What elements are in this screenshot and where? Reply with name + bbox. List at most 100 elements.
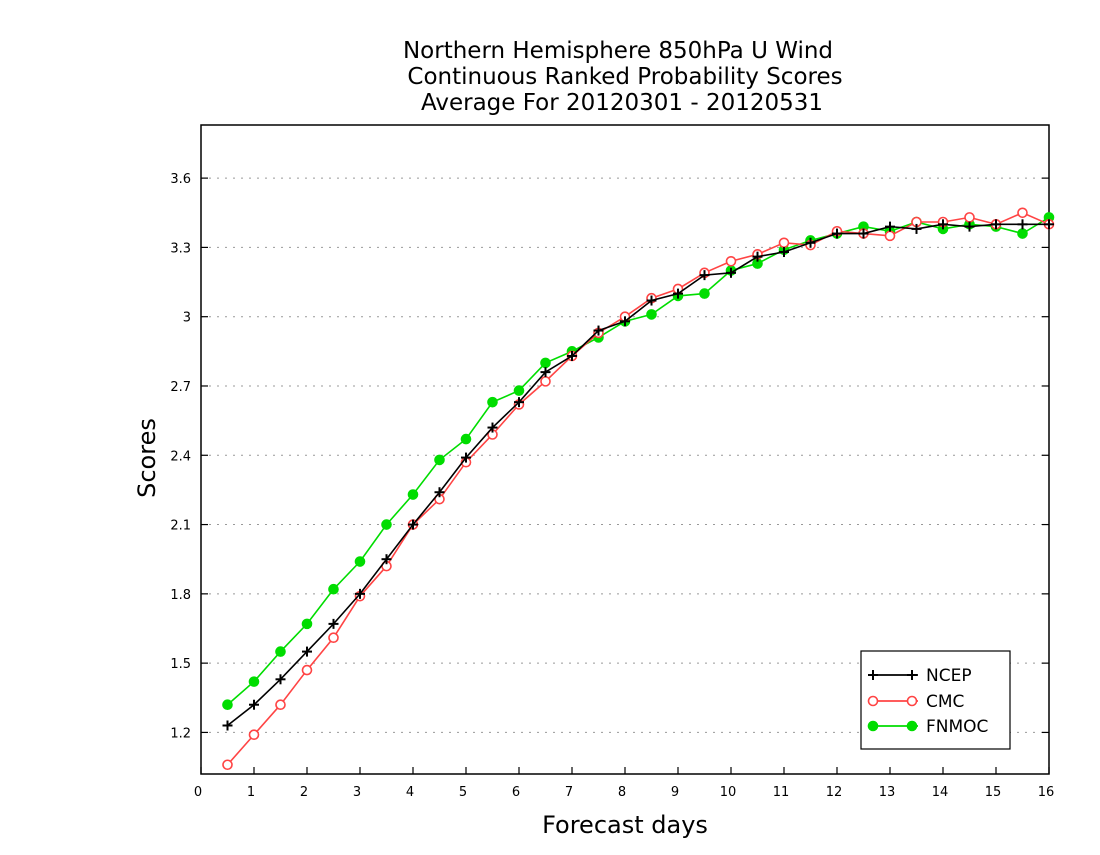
series-fnmoc [222,212,1055,711]
data-point-ncep [938,219,948,230]
x-tick-label: 13 [879,785,896,800]
data-point-ncep [1044,219,1054,230]
y-axis-label: Scores [133,418,161,498]
legend-label-cmc: CMC [926,692,964,712]
legend-marker-fnmoc [906,720,918,732]
x-tick-label: 0 [194,785,202,800]
data-point-fnmoc [354,556,366,567]
data-point-fnmoc [275,646,286,657]
data-point-cmc [1017,207,1028,219]
data-point-fnmoc [407,489,419,500]
x-tick-label: 3 [353,785,361,800]
x-tick-label: 4 [406,785,414,800]
y-axis: 1.2 1.5 1.8 2.1 2.4 2.7 3 3.3 3.6 [170,172,1049,741]
y-tick-label: 2.7 [170,380,191,395]
data-point-ncep [302,646,312,657]
y-tick-label: 1.2 [170,726,191,741]
data-point-cmc [301,664,313,676]
x-tick-label: 8 [618,785,626,800]
data-point-ncep [964,221,975,232]
legend: NCEP CMC FNMOC [860,650,1011,750]
data-point-ncep [620,316,630,327]
x-tick-label: 14 [932,785,949,800]
legend-box [860,650,1011,750]
data-point-ncep [699,270,710,281]
legend-item-cmc: CMC [867,692,964,712]
data-point-ncep [752,251,763,262]
data-point-cmc [964,212,975,223]
data-point-cmc [725,255,737,267]
legend-marker-fnmoc [867,720,879,732]
data-point-ncep [381,554,392,565]
legend-item-fnmoc: FNMOC [867,717,988,737]
data-point-ncep [673,288,683,299]
x-tick-label: 15 [985,785,1002,800]
data-point-fnmoc [1017,228,1028,239]
data-point-ncep [514,397,524,408]
data-point-ncep [646,295,657,306]
data-point-ncep [222,720,233,731]
data-point-cmc [248,729,260,741]
series-line-fnmoc [226,216,1050,706]
x-tick-label: 7 [565,785,573,800]
x-tick-label: 16 [1038,785,1055,800]
data-point-ncep [726,267,736,278]
data-point-fnmoc [540,357,551,369]
data-point-ncep [832,228,842,239]
data-point-ncep [567,350,577,361]
chart-title-line-2: Continuous Ranked Probability Scores [407,64,842,90]
legend-marker-ncep [907,670,917,680]
data-point-ncep [858,228,869,239]
data-point-fnmoc [381,519,392,530]
data-point-fnmoc [646,309,657,320]
data-point-ncep [540,367,551,378]
legend-item-ncep: NCEP [868,666,972,686]
chart-title: Northern Hemisphere 850hPa U Wind Contin… [403,38,843,116]
data-point-fnmoc [513,385,525,396]
data-point-ncep [885,221,895,232]
data-point-ncep [1017,219,1028,230]
x-tick-label: 11 [773,785,790,800]
data-point-fnmoc [460,433,472,445]
data-point-cmc [328,632,339,644]
data-point-ncep [328,618,339,629]
x-axis: 0 1 2 3 4 5 6 7 8 9 10 11 12 13 14 15 16 [194,767,1054,800]
data-point-ncep [249,699,259,710]
x-tick-label: 10 [720,785,737,800]
y-tick-label: 1.8 [170,588,191,603]
data-point-fnmoc [248,676,260,687]
gridlines [201,177,1049,733]
data-point-cmc [884,230,896,242]
series-line-ncep [227,223,1049,727]
y-tick-label: 2.1 [170,519,191,534]
legend-label-fnmoc: FNMOC [926,717,988,737]
data-point-ncep [408,519,418,530]
x-tick-label: 9 [671,785,679,800]
chart-title-line-3: Average For 20120301 - 20120531 [421,90,823,116]
data-point-ncep [779,247,789,258]
legend-label-ncep: NCEP [926,666,972,686]
data-point-cmc [540,376,551,387]
data-point-cmc [778,237,790,249]
x-tick-label: 12 [826,785,843,800]
data-point-fnmoc [301,618,313,630]
y-tick-label: 2.4 [170,449,191,464]
data-point-ncep [355,588,365,599]
x-tick-label: 5 [459,785,467,800]
legend-marker-ncep [868,670,878,680]
y-tick-label: 3.3 [170,241,191,256]
data-point-fnmoc [328,583,339,595]
x-tick-label: 2 [300,785,308,800]
data-point-fnmoc [487,396,498,408]
x-axis-label: Forecast days [542,811,708,839]
legend-marker-cmc [906,695,918,707]
data-point-ncep [593,325,604,336]
data-point-ncep [991,219,1001,230]
data-point-ncep [487,422,498,433]
data-point-ncep [434,487,445,498]
x-tick-label: 6 [512,785,520,800]
data-point-fnmoc [699,288,710,299]
y-tick-label: 3 [183,311,191,326]
